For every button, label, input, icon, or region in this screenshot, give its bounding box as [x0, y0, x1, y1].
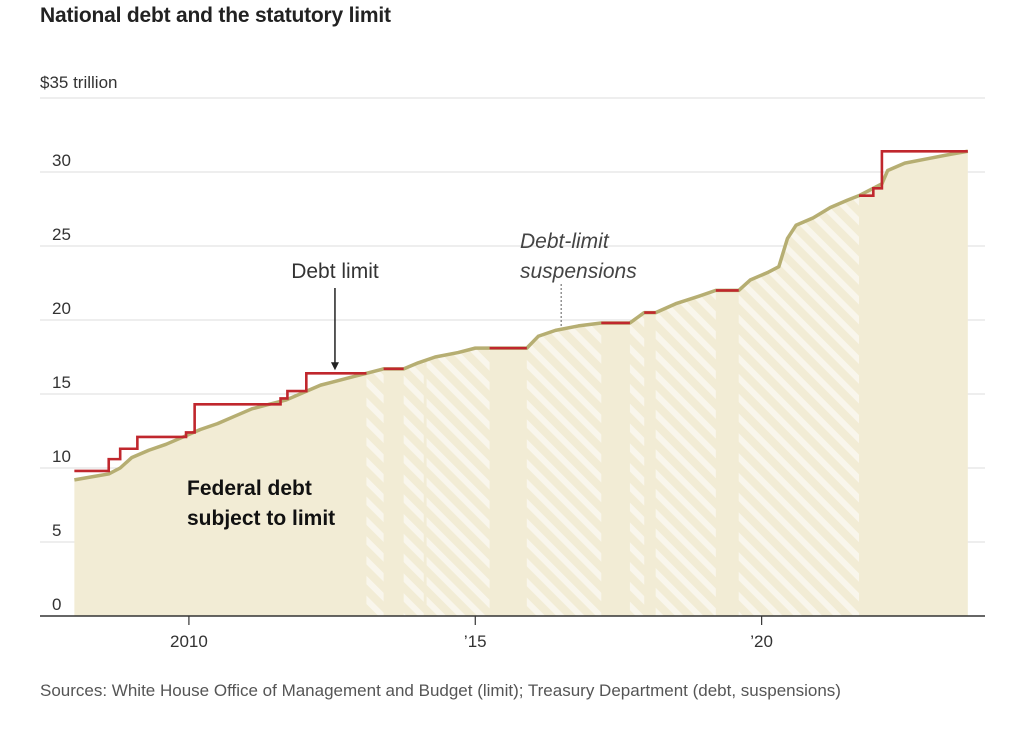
x-tick-label: ’20	[750, 632, 773, 651]
suspensions-label-line2: suspensions	[520, 260, 637, 283]
y-tick-label: 30	[52, 151, 71, 170]
x-tick-label: 2010	[170, 632, 208, 651]
y-tick-label: 25	[52, 225, 71, 244]
suspension-band	[655, 151, 716, 616]
suspension-band	[366, 151, 384, 616]
debt-limit-label: Debt limit	[291, 260, 379, 283]
source-note: Sources: White House Office of Managemen…	[40, 681, 841, 700]
annotations: Debt limit Debt-limit suspensions Federa…	[187, 230, 637, 530]
suspension-band	[738, 151, 859, 616]
chart-canvas: 0 5 10 15 20 25 30 2010 ’15 ’20 $35 trillion Deb…	[40, 73, 985, 651]
y-tick-label: 20	[52, 299, 71, 318]
y-tick-label: 10	[52, 447, 71, 466]
x-axis-ticks: 2010 ’15 ’20	[170, 616, 773, 651]
x-tick-label: ’15	[464, 632, 487, 651]
suspensions-label-line1: Debt-limit	[520, 230, 610, 253]
y-tick-label: 0	[52, 595, 61, 614]
debt-label-line2: subject to limit	[187, 507, 335, 530]
y-tick-label: 15	[52, 373, 71, 392]
suspension-band	[526, 151, 602, 616]
chart-title: National debt and the statutory limit	[40, 4, 391, 27]
suspension-band	[629, 151, 645, 616]
debt-limit-line	[74, 149, 968, 473]
suspension-band	[403, 151, 424, 616]
y-tick-label: 5	[52, 521, 61, 540]
y-axis-ticks: 0 5 10 15 20 25 30	[52, 151, 71, 614]
debt-limit-arrow-head	[330, 362, 339, 371]
debt-label-line1: Federal debt	[187, 477, 312, 500]
y-axis-unit-label: $35 trillion	[40, 73, 118, 92]
